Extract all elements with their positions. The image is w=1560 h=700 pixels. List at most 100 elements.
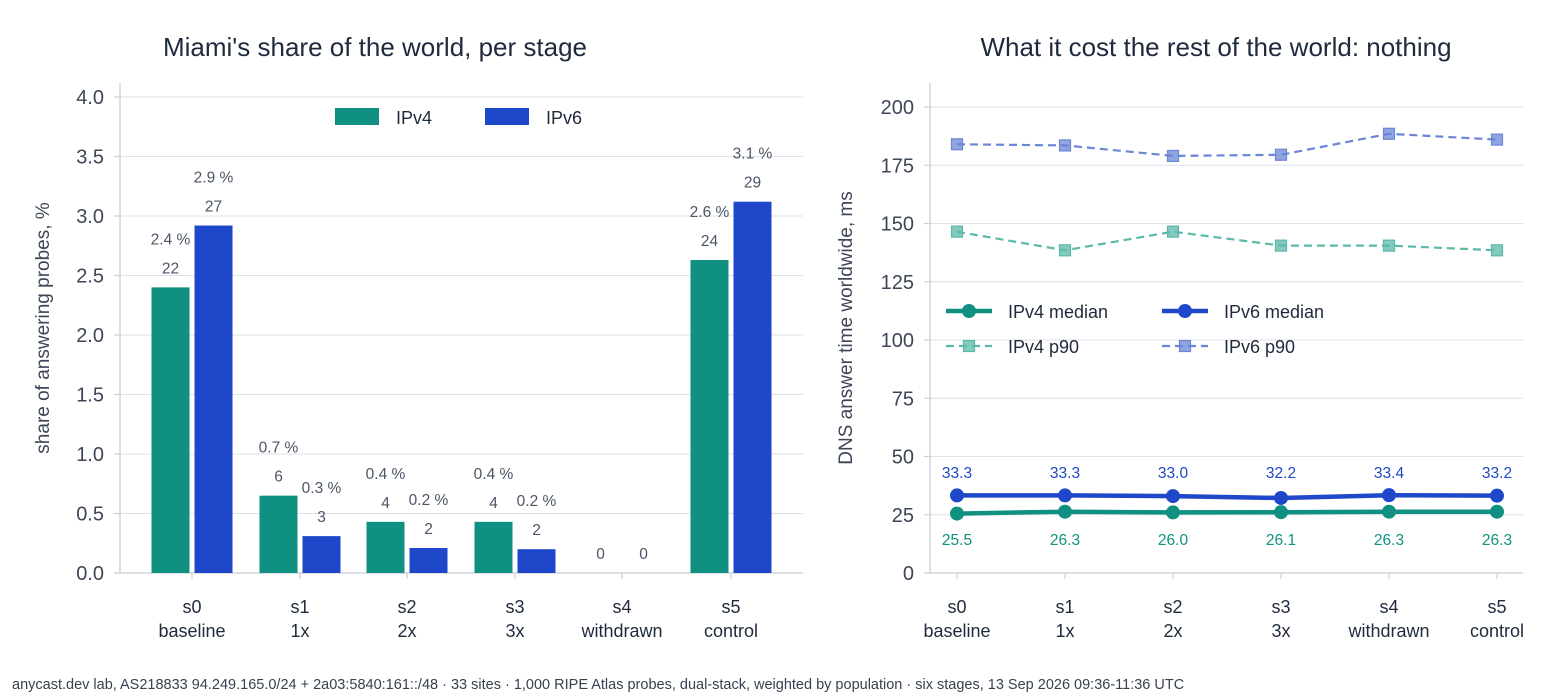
bar-pct-label: 0.4 % — [474, 466, 514, 483]
footnote: anycast.dev lab, AS218833 94.249.165.0/2… — [12, 677, 1185, 693]
marker-ipv6-p90 — [1382, 127, 1396, 140]
x-tick-stage: s3 — [1271, 597, 1290, 617]
x-tick-stage: s5 — [721, 597, 740, 617]
bar-count-label: 24 — [701, 233, 719, 250]
marker-ipv6-median — [1166, 489, 1180, 504]
bar-count-label: 6 — [274, 469, 283, 486]
line-ipv4-median — [956, 509, 1497, 516]
data-label-ipv6-median: 32.2 — [1266, 465, 1296, 482]
x-tick-label: 2x — [1163, 621, 1182, 641]
marker-ipv4-p90 — [1058, 244, 1072, 257]
marker-ipv6-median — [1058, 488, 1072, 503]
marker-ipv6-median — [1490, 488, 1504, 503]
legend-label-ipv4-p90: IPv4 p90 — [1008, 337, 1079, 357]
legend-swatch — [335, 108, 379, 125]
y-tick-label: 1.5 — [76, 385, 104, 407]
legend-label-ipv4-median: IPv4 median — [1008, 302, 1108, 322]
y-tick-label: 200 — [881, 97, 914, 119]
x-tick-label: 3x — [505, 621, 524, 641]
x-tick-label: withdrawn — [580, 621, 662, 641]
chart-title-right: What it cost the rest of the world: noth… — [980, 32, 1451, 62]
legend-marker — [962, 339, 976, 353]
bar-count-label: 2 — [424, 521, 433, 538]
line-ipv6-p90 — [956, 132, 1498, 158]
x-tick-label: 1x — [290, 621, 309, 641]
marker-ipv4-median — [1058, 504, 1072, 519]
marker-ipv4-median — [1274, 505, 1288, 520]
x-tick-stage: s5 — [1487, 597, 1506, 617]
data-label-ipv6-median: 33.0 — [1158, 465, 1189, 482]
y-tick-label: 0.5 — [76, 504, 104, 526]
legend-marker — [962, 304, 976, 318]
y-tick-label: 2.0 — [76, 325, 104, 347]
x-tick-label: baseline — [923, 621, 990, 641]
bar-count-label: 3 — [317, 509, 326, 526]
bar-ipv6 — [517, 549, 556, 573]
bar-pct-label: 0.3 % — [302, 480, 342, 497]
x-tick-stage: s0 — [947, 597, 966, 617]
marker-ipv6-p90 — [1490, 133, 1504, 146]
bar-ipv4 — [151, 287, 190, 573]
y-tick-label: 100 — [881, 330, 914, 352]
data-label-ipv6-median: 33.3 — [942, 465, 972, 482]
bar-ipv4 — [474, 521, 513, 573]
y-tick-label: 3.5 — [76, 147, 104, 169]
x-tick-stage: s1 — [1055, 597, 1074, 617]
line-ipv6-median — [957, 492, 1498, 501]
marker-ipv4-p90 — [1490, 244, 1504, 257]
x-tick-stage: s2 — [397, 597, 416, 617]
bar-count-label: 0 — [639, 546, 648, 563]
marker-ipv4-median — [1382, 504, 1396, 519]
y-tick-label: 125 — [881, 272, 914, 294]
legend-label-ipv6-p90: IPv6 p90 — [1224, 337, 1295, 357]
bar-count-label: 4 — [381, 495, 390, 512]
marker-ipv6-median — [950, 488, 964, 503]
bar-pct-label: 0.4 % — [366, 466, 406, 483]
y-tick-label: 175 — [881, 155, 914, 177]
data-label-ipv4-median: 25.5 — [942, 532, 972, 549]
marker-ipv4-median — [1166, 505, 1180, 520]
marker-ipv6-p90 — [1274, 148, 1288, 161]
y-tick-label: 4.0 — [76, 87, 104, 109]
x-tick-stage: s4 — [612, 597, 631, 617]
marker-ipv4-median — [1490, 504, 1504, 519]
marker-ipv6-median — [1382, 488, 1396, 503]
x-tick-stage: s0 — [182, 597, 201, 617]
bar-ipv4 — [366, 521, 405, 573]
data-label-ipv6-median: 33.4 — [1374, 465, 1405, 482]
bar-ipv6 — [733, 201, 772, 573]
x-tick-label: baseline — [158, 621, 225, 641]
marker-ipv6-p90 — [950, 138, 964, 151]
y-axis-label: DNS answer time worldwide, ms — [836, 191, 857, 464]
bar-ipv6 — [409, 548, 448, 573]
x-tick-label: 3x — [1271, 621, 1290, 641]
y-axis-label: share of answering probes, % — [33, 202, 54, 453]
marker-ipv4-p90 — [1382, 239, 1396, 252]
chart-title-left: Miami's share of the world, per stage — [163, 32, 587, 62]
data-label-ipv4-median: 26.3 — [1374, 532, 1404, 549]
x-tick-label: control — [1470, 621, 1524, 641]
marker-ipv4-median — [950, 506, 964, 521]
legend-label-ipv6-median: IPv6 median — [1224, 302, 1324, 322]
data-label-ipv6-median: 33.2 — [1482, 465, 1512, 482]
bar-pct-label: 2.9 % — [194, 170, 234, 187]
x-tick-stage: s3 — [505, 597, 524, 617]
marker-ipv4-p90 — [1274, 239, 1288, 252]
bar-count-label: 27 — [205, 199, 222, 216]
marker-ipv4-p90 — [950, 225, 964, 238]
bar-pct-label: 0.2 % — [409, 492, 449, 509]
bar-pct-label: 2.4 % — [151, 231, 191, 248]
y-tick-label: 0 — [903, 563, 914, 585]
bar-ipv6 — [194, 225, 233, 573]
data-label-ipv4-median: 26.3 — [1050, 532, 1080, 549]
legend-marker — [1178, 304, 1192, 318]
y-tick-label: 25 — [892, 505, 914, 527]
legend-label: IPv4 — [396, 108, 432, 128]
marker-ipv6-median — [1274, 490, 1288, 505]
bar-count-label: 4 — [489, 495, 498, 512]
x-tick-stage: s2 — [1163, 597, 1182, 617]
bar-count-label: 22 — [162, 260, 179, 277]
marker-ipv4-p90 — [1166, 225, 1180, 238]
legend-marker — [1178, 339, 1192, 353]
